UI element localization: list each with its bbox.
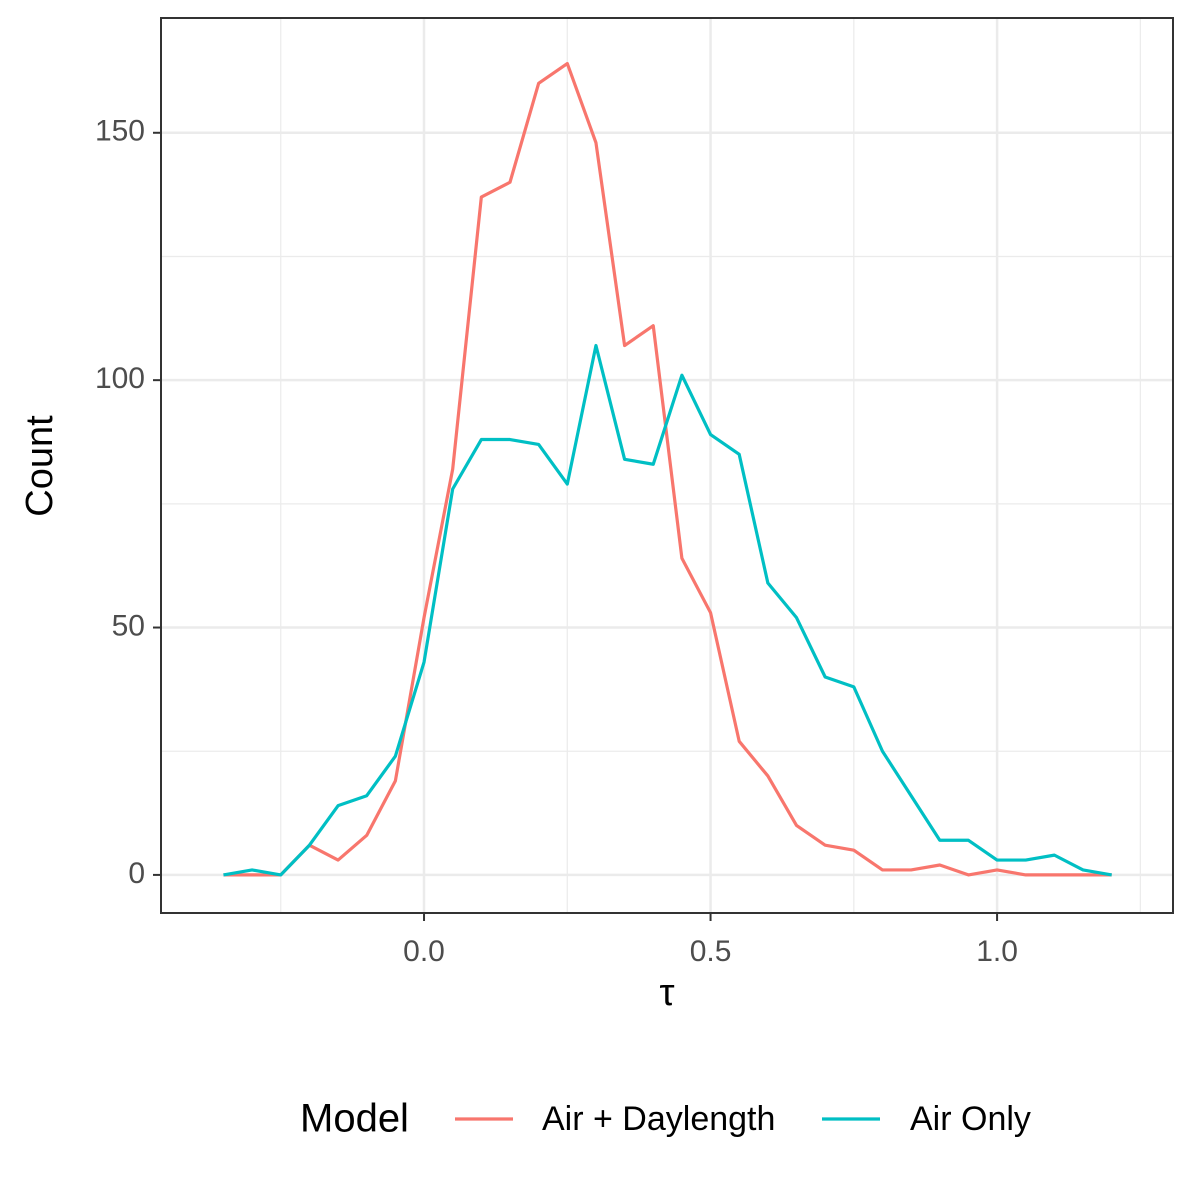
y-tick-label: 100 — [95, 362, 145, 395]
x-tick-label: 0.5 — [690, 935, 732, 968]
x-tick-label: 0.0 — [403, 935, 445, 968]
x-tick-label: 1.0 — [976, 935, 1018, 968]
panel-border — [160, 17, 1174, 914]
y-axis-title: Count — [19, 415, 61, 517]
y-tick-label: 50 — [112, 609, 145, 642]
legend-label: Air Only — [910, 1100, 1031, 1138]
y-tick-label: 0 — [128, 857, 145, 890]
series-line — [223, 343, 1112, 877]
series-line — [223, 61, 1112, 877]
legend-label: Air + Daylength — [542, 1100, 775, 1138]
x-axis-title: τ — [659, 972, 674, 1014]
y-tick-label: 150 — [95, 115, 145, 148]
legend-title: Model — [300, 1097, 409, 1141]
